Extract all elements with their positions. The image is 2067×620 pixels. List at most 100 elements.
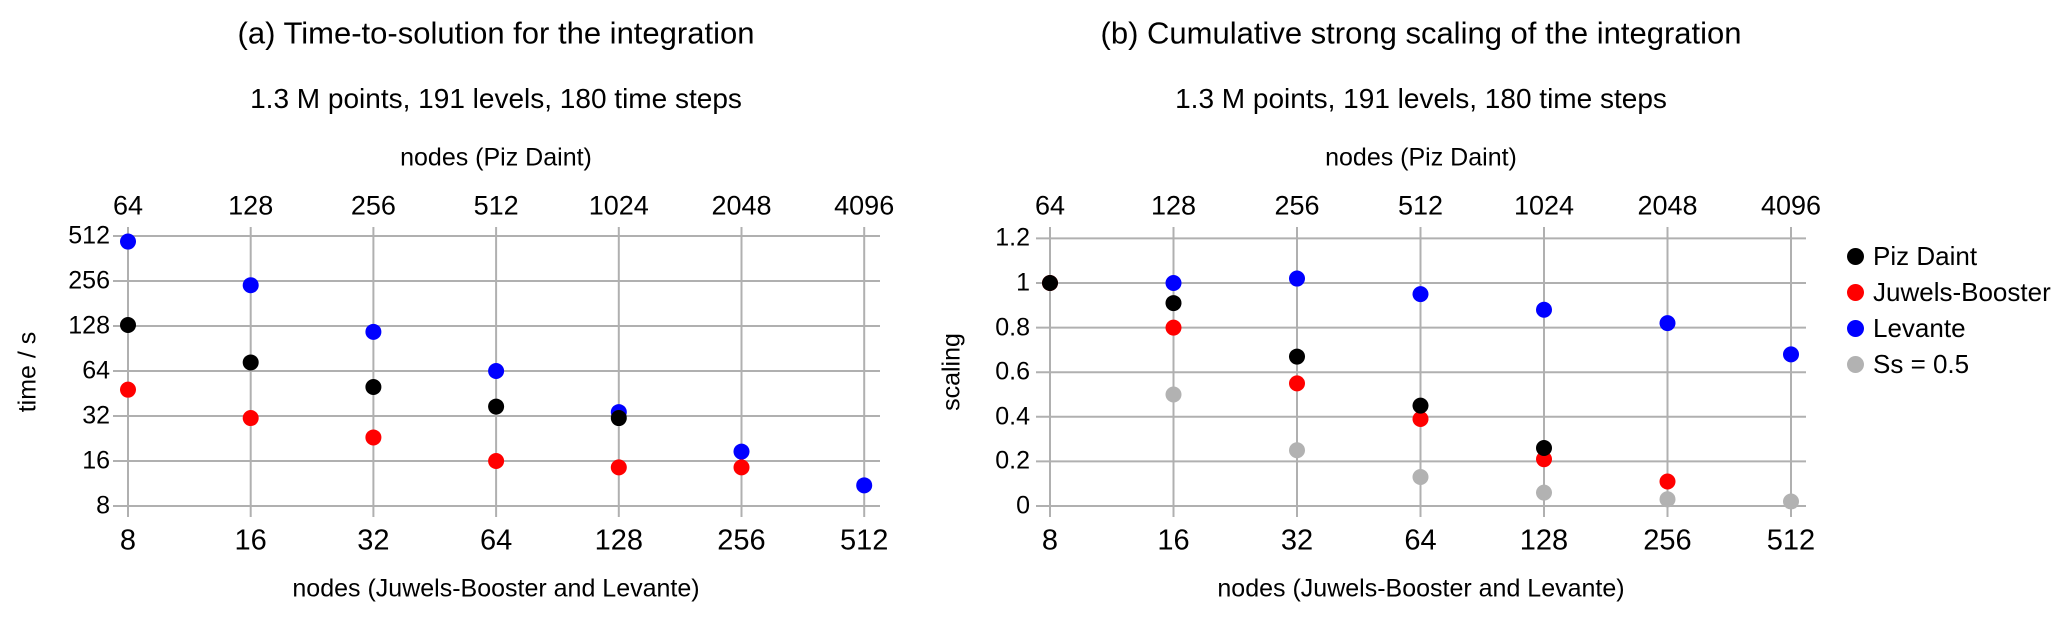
data-point-blue: [1659, 315, 1676, 332]
y-tick-label: 256: [68, 266, 110, 295]
y-tick-label: 0.8: [995, 313, 1030, 342]
y-tick-label: 0.4: [995, 402, 1030, 431]
data-point-gray: [1536, 484, 1552, 501]
data-point-blue: [733, 443, 750, 460]
data-point-red: [1412, 411, 1429, 428]
legend-marker-black-icon: [1847, 247, 1864, 265]
top-x-tick-label: 1024: [1513, 190, 1575, 221]
data-point-black: [1042, 275, 1058, 291]
chart-a-top-axis-label: nodes (Piz Daint): [400, 143, 592, 172]
data-point-black: [1165, 295, 1182, 312]
bottom-x-tick-label: 8: [1041, 524, 1059, 557]
legend-item-piz-daint: Piz Daint: [1847, 238, 2051, 274]
data-point-red: [488, 453, 505, 469]
data-point-black: [1289, 348, 1305, 365]
data-point-black: [365, 379, 382, 396]
data-point-blue: [1165, 275, 1182, 291]
data-point-blue: [488, 363, 505, 379]
chart-b-gridlines: [1036, 227, 1806, 517]
bottom-x-tick-label: 16: [1157, 524, 1190, 557]
data-point-black: [488, 398, 505, 415]
data-point-red: [120, 381, 136, 398]
legend-label: Juwels-Booster: [1873, 277, 2051, 307]
legend-marker-red-icon: [1847, 283, 1864, 301]
top-x-tick-label: 4096: [834, 190, 895, 221]
bottom-x-tick-label: 32: [1280, 524, 1314, 557]
y-tick-label: 1.2: [995, 223, 1030, 252]
data-point-blue: [120, 233, 136, 250]
data-point-red: [1165, 319, 1182, 336]
bottom-x-tick-label: 16: [234, 524, 267, 557]
y-tick-label: 32: [82, 401, 110, 430]
chart-a-subtitle: 1.3 M points, 191 levels, 180 time steps: [250, 83, 742, 114]
bottom-x-tick-label: 512: [1766, 524, 1816, 557]
bottom-x-tick-label: 128: [1519, 524, 1569, 557]
legend-item-levante: Levante: [1847, 310, 2051, 346]
data-point-red: [1659, 473, 1676, 490]
data-point-red: [1536, 451, 1552, 468]
chart-b-title: (b) Cumulative strong scaling of the int…: [1100, 15, 1742, 51]
y-tick-label: 8: [96, 491, 110, 520]
legend-marker-gray-icon: [1847, 355, 1864, 373]
top-x-tick-label: 512: [1397, 190, 1444, 221]
legend-label: Ss = 0.5: [1873, 349, 1970, 379]
legend: Piz Daint Juwels-Booster Levante Ss = 0.5: [1847, 238, 2051, 382]
data-point-black: [1412, 397, 1429, 414]
y-tick-label: 512: [68, 221, 110, 250]
legend-label: Levante: [1873, 313, 1966, 343]
top-x-tick-label: 512: [473, 190, 519, 221]
data-point-red: [1289, 375, 1305, 392]
data-point-blue: [1289, 270, 1305, 287]
bottom-x-tick-label: 128: [594, 524, 643, 557]
data-point-red: [365, 429, 382, 446]
y-tick-label: 0: [1016, 491, 1030, 520]
data-point-blue: [242, 277, 259, 294]
chart-b-top-axis-label: nodes (Piz Daint): [1325, 143, 1517, 172]
data-point-red: [733, 459, 750, 476]
data-point-gray: [1412, 469, 1429, 486]
bottom-x-tick-label: 32: [357, 524, 390, 557]
y-tick-label: 1: [1016, 268, 1030, 297]
top-x-tick-label: 64: [1034, 190, 1066, 221]
data-point-red: [610, 459, 627, 476]
legend-label: Piz Daint: [1873, 241, 1978, 271]
bottom-x-tick-label: 64: [479, 524, 513, 557]
legend-item-ss-0-5: Ss = 0.5: [1847, 346, 2051, 382]
data-point-gray: [1165, 386, 1182, 403]
legend-item-juwels-booster: Juwels-Booster: [1847, 274, 2051, 310]
data-point-red: [242, 410, 259, 427]
legend-marker-blue-icon: [1847, 319, 1864, 337]
chart-a-y-axis-label: time / s: [13, 331, 42, 413]
data-point-blue: [365, 323, 382, 340]
bottom-x-tick-label: 512: [839, 524, 889, 557]
chart-a-points: [120, 233, 873, 494]
top-x-tick-label: 2048: [1637, 190, 1698, 221]
data-point-gray: [1783, 493, 1799, 510]
y-tick-label: 128: [68, 311, 110, 340]
top-x-tick-label: 2048: [711, 190, 772, 221]
data-point-blue: [1783, 346, 1799, 363]
chart-a-bottom-axis-label: nodes (Juwels-Booster and Levante): [292, 574, 700, 603]
bottom-x-tick-label: 256: [1643, 524, 1692, 557]
bottom-x-tick-label: 64: [1404, 524, 1437, 557]
top-x-tick-label: 128: [1150, 190, 1197, 221]
data-point-black: [242, 354, 259, 371]
y-tick-label: 16: [82, 446, 110, 475]
chart-b-subtitle: 1.3 M points, 191 levels, 180 time steps: [1175, 83, 1667, 114]
y-tick-label: 64: [82, 356, 110, 385]
y-tick-label: 0.2: [995, 446, 1030, 475]
top-x-tick-label: 64: [112, 190, 144, 221]
data-point-blue: [1412, 286, 1429, 303]
top-x-tick-label: 128: [228, 190, 274, 221]
top-x-tick-label: 4096: [1760, 190, 1822, 221]
data-point-black: [1536, 440, 1552, 457]
bottom-x-tick-label: 256: [717, 524, 766, 557]
bottom-x-tick-label: 8: [119, 524, 137, 557]
top-x-tick-label: 256: [1274, 190, 1320, 221]
data-point-blue: [1536, 301, 1552, 318]
chart-a-title: (a) Time-to-solution for the integration: [237, 15, 755, 51]
chart-b-points: [1042, 270, 1799, 510]
top-x-tick-label: 256: [350, 190, 396, 221]
